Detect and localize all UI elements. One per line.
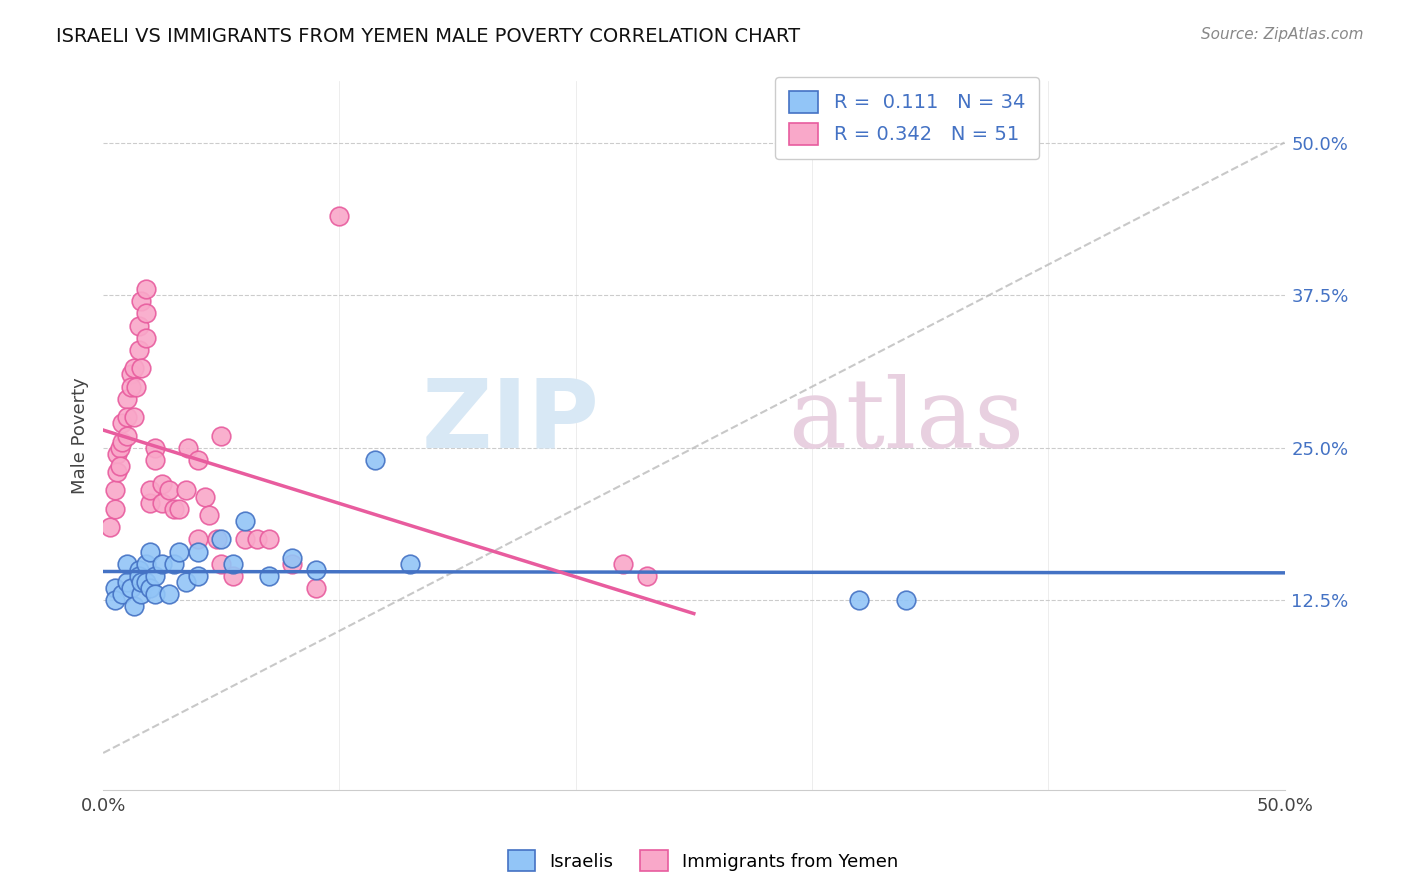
Point [129, 575, 152, 590]
Point [121, 380, 143, 394]
Legend: R =  0.111   N = 34, R = 0.342   N = 51: R = 0.111 N = 34, R = 0.342 N = 51 [775, 77, 1039, 159]
Point [198, 508, 221, 522]
Point [328, 209, 350, 223]
Point [139, 483, 162, 498]
Point [135, 557, 157, 571]
Point [128, 318, 150, 333]
Point [111, 587, 134, 601]
Text: ZIP: ZIP [422, 375, 599, 468]
Point [246, 533, 269, 547]
Point [139, 496, 162, 510]
Point [305, 581, 328, 595]
Point [128, 343, 150, 357]
Text: atlas: atlas [789, 375, 1025, 468]
Point [167, 501, 190, 516]
Point [143, 587, 166, 601]
Point [139, 581, 162, 595]
Point [121, 581, 143, 595]
Point [104, 593, 127, 607]
Point [129, 587, 152, 601]
Point [187, 453, 209, 467]
Point [194, 490, 217, 504]
Point [399, 557, 422, 571]
Point [104, 581, 127, 595]
Point [122, 361, 145, 376]
Point [209, 428, 232, 442]
Y-axis label: Male Poverty: Male Poverty [72, 377, 89, 494]
Point [105, 465, 128, 479]
Point [115, 428, 138, 442]
Point [150, 496, 173, 510]
Point [139, 544, 162, 558]
Point [281, 550, 304, 565]
Point [187, 544, 209, 558]
Point [157, 587, 180, 601]
Point [187, 533, 209, 547]
Point [108, 458, 131, 473]
Point [104, 483, 127, 498]
Legend: Israelis, Immigrants from Yemen: Israelis, Immigrants from Yemen [501, 843, 905, 879]
Point [163, 557, 186, 571]
Point [122, 410, 145, 425]
Point [177, 441, 200, 455]
Point [121, 368, 143, 382]
Point [848, 593, 870, 607]
Point [128, 569, 150, 583]
Text: ISRAELI VS IMMIGRANTS FROM YEMEN MALE POVERTY CORRELATION CHART: ISRAELI VS IMMIGRANTS FROM YEMEN MALE PO… [56, 27, 800, 45]
Point [135, 575, 157, 590]
Point [135, 282, 157, 296]
Point [104, 501, 127, 516]
Point [115, 392, 138, 406]
Point [636, 569, 658, 583]
Point [125, 380, 148, 394]
Point [143, 569, 166, 583]
Point [281, 557, 304, 571]
Point [122, 599, 145, 614]
Point [115, 410, 138, 425]
Point [174, 575, 197, 590]
Point [222, 557, 245, 571]
Point [205, 533, 228, 547]
Point [233, 533, 256, 547]
Point [896, 593, 918, 607]
Point [187, 569, 209, 583]
Point [128, 563, 150, 577]
Point [135, 331, 157, 345]
Point [111, 417, 134, 431]
Point [257, 569, 280, 583]
Point [157, 483, 180, 498]
Point [105, 447, 128, 461]
Point [150, 557, 173, 571]
Text: Source: ZipAtlas.com: Source: ZipAtlas.com [1201, 27, 1364, 42]
Point [167, 544, 190, 558]
Point [209, 533, 232, 547]
Point [209, 557, 232, 571]
Point [98, 520, 121, 534]
Point [364, 453, 387, 467]
Point [129, 361, 152, 376]
Point [612, 557, 634, 571]
Point [174, 483, 197, 498]
Point [233, 514, 256, 528]
Point [108, 441, 131, 455]
Point [115, 575, 138, 590]
Point [129, 294, 152, 309]
Point [150, 477, 173, 491]
Point [305, 563, 328, 577]
Point [257, 533, 280, 547]
Point [143, 441, 166, 455]
Point [222, 569, 245, 583]
Point [115, 557, 138, 571]
Point [143, 453, 166, 467]
Point [135, 306, 157, 320]
Point [163, 501, 186, 516]
Point [111, 434, 134, 449]
